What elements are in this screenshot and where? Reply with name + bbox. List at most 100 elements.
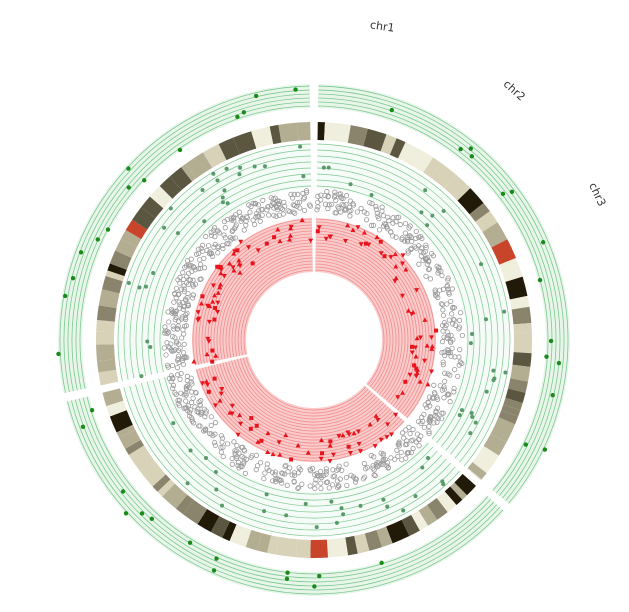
chr3-inner-gridline [243, 269, 313, 355]
chr1-outer-point [469, 154, 475, 159]
chr1-red-triangle-up [374, 234, 380, 240]
chr3-red-square [212, 317, 217, 322]
chr3-inner-gridline [219, 245, 313, 360]
chr2-red-triangle-up [237, 412, 243, 418]
chr3-grey-point [175, 277, 181, 283]
chr1-red-triangle-up [413, 353, 419, 359]
chr3-grey-point [183, 311, 189, 318]
chr3-middle-point [238, 165, 243, 170]
chr1-outer-point [500, 191, 506, 197]
chr3-grey-point [208, 251, 214, 257]
chr3-outer-point [235, 114, 240, 120]
chr2-grey-point [212, 442, 218, 448]
chr1-grey-point [442, 325, 448, 331]
chr1-grey-point [436, 268, 442, 274]
chr3-red-triangle-down [232, 249, 238, 254]
chr2-grey-point [234, 455, 240, 462]
chr2-outer-point [284, 576, 290, 581]
chr1-ideogram-band [342, 124, 351, 143]
chr2-middle-point [185, 481, 190, 486]
chr3-ideogram-band [159, 176, 182, 199]
chr2-grey-point [343, 461, 349, 467]
chr1-red-triangle-down [418, 335, 424, 341]
chr1-ideogram-band [475, 211, 498, 233]
chr3-grey-point [303, 188, 310, 194]
chr1-grey-point [394, 214, 400, 221]
chr2-outer-point [89, 407, 95, 413]
chr2-grey-point [193, 389, 199, 396]
chr3-middle-point [237, 172, 242, 177]
chr2-grey-point [313, 477, 319, 483]
chr1-grey-point [448, 298, 454, 305]
chr2-red-triangle-down [346, 432, 352, 437]
chr3-inner-gridline [225, 251, 313, 359]
chr1-grey-point [376, 227, 383, 233]
chr1-grey-point [358, 205, 364, 212]
chr3-outer-track-bg [58, 84, 310, 394]
chr2-outer-point [379, 560, 384, 566]
chr1-red-triangle-down [355, 225, 361, 230]
chr2-ideogram-band [354, 533, 370, 554]
chr3-grey-point [179, 314, 185, 320]
chr1-middle-point [470, 414, 475, 419]
chr1-grey-point [456, 317, 463, 323]
chr2-grey-point [186, 409, 193, 416]
chr1-outer-gridline [318, 85, 569, 504]
chr3-middle-gridline [123, 149, 311, 380]
chr2-grey-point [299, 481, 305, 487]
chr3-middle-gridline [147, 173, 312, 375]
chr2-outer-point [312, 584, 317, 589]
chr1-grey-point [408, 245, 414, 251]
chr3-grey-point [233, 212, 239, 218]
chr2-middle-point [329, 499, 334, 504]
chr1-ideogram-band [490, 417, 516, 443]
chr1-ideogram-band [491, 239, 516, 265]
chr2-grey-point [176, 397, 183, 403]
chr2-grey-point [190, 395, 196, 401]
chr2-red-square [206, 389, 211, 394]
chr3-red-triangle-up [231, 251, 237, 256]
chr3-middle-point [215, 178, 220, 183]
chr3-inner-gridline [216, 242, 313, 361]
chr2-inner-gridline [245, 356, 367, 411]
chr3-red-triangle-up [299, 217, 305, 223]
chr2-red-triangle-down [356, 441, 362, 447]
chr2-grey-point [323, 468, 329, 475]
chr1-red-triangle-down [428, 335, 434, 340]
chr1-grey-point [449, 311, 455, 317]
chr3-middle-point [211, 171, 216, 176]
chr3-red-triangle-up [198, 300, 204, 306]
chr2-grey-point [229, 455, 235, 462]
chr2-red-square [259, 438, 264, 443]
chr3-grey-point [231, 218, 237, 224]
chr1-grey-point [421, 424, 427, 431]
chr3-red-triangle-up [215, 290, 221, 295]
chr1-ideogram-band [505, 388, 526, 404]
chr3-red-triangle-down [205, 303, 211, 309]
chr3-grey-point [173, 340, 180, 346]
chr3-red-triangle-up [217, 284, 223, 290]
chr3-grey-point [187, 277, 193, 283]
chr1-inner-gridline [315, 260, 394, 392]
chr3-red-triangle-up [287, 237, 293, 242]
chr2-grey-point [197, 402, 203, 408]
chr1-ideogram-band [482, 222, 508, 248]
chr1-grey-point [416, 261, 422, 267]
chr2-grey-point [307, 468, 314, 474]
chr1-grey-point [405, 234, 411, 240]
chr1-inner-gridline [315, 248, 406, 399]
chr2-middle-track-bg [123, 376, 460, 536]
chr1-grey-point [431, 382, 437, 388]
chr3-grey-point [185, 290, 191, 297]
chr2-grey-point [408, 438, 415, 444]
chr2-ideogram-band [175, 494, 194, 515]
chr3-red-triangle-down [195, 310, 201, 315]
chr3-red-triangle-down [230, 265, 236, 270]
chr3-red-triangle-up [207, 303, 213, 309]
chr2-grey-point [416, 443, 422, 449]
chr2-grey-point [404, 441, 410, 447]
chr2-inner-gridline [210, 365, 394, 447]
chr2-red-triangle-up [351, 430, 357, 436]
chr1-grey-point [404, 237, 411, 243]
chr2-red-triangle-down [276, 440, 282, 445]
